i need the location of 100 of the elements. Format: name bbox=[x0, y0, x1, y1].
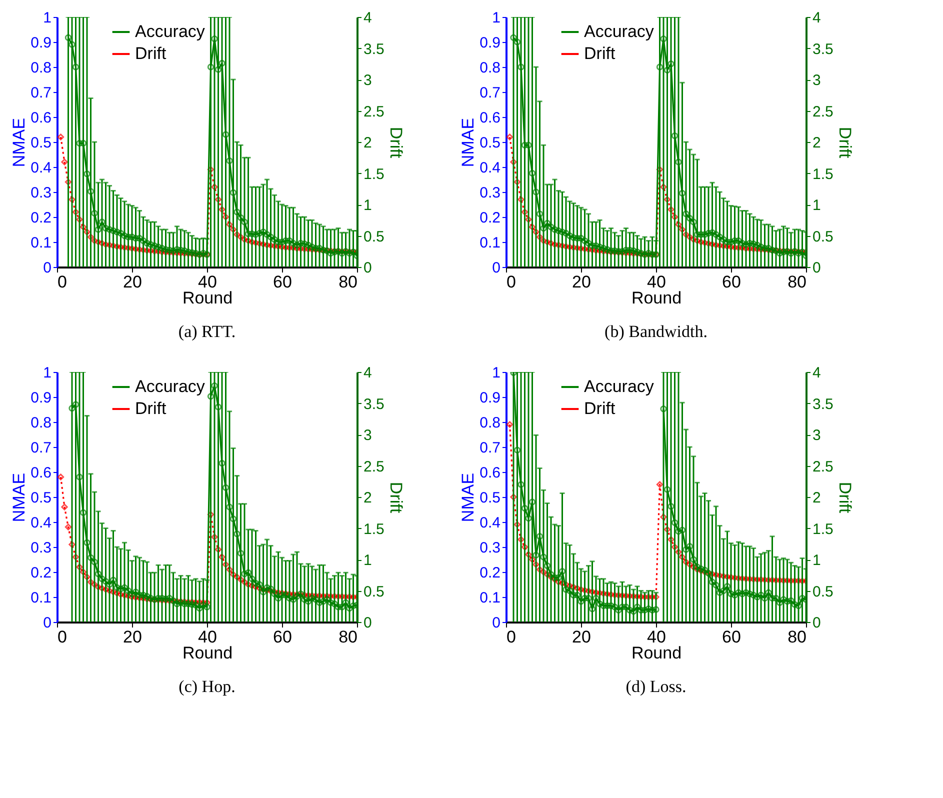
y2-tick-label: 1 bbox=[812, 552, 821, 569]
text: (a) RTT. bbox=[178, 322, 236, 341]
y-tick-label: 0.1 bbox=[480, 590, 500, 606]
y2-tick-label: 0.5 bbox=[812, 583, 834, 600]
y-tick-label: 0.9 bbox=[30, 390, 52, 406]
y-tick-label: 0.7 bbox=[30, 440, 52, 456]
y-tick-label: 1 bbox=[43, 10, 52, 26]
y-tick-label: 0.7 bbox=[480, 440, 500, 456]
y-tick-label: 0.8 bbox=[480, 414, 500, 432]
x-axis-title: Round bbox=[631, 644, 682, 662]
text: (b) Bandwidth. bbox=[604, 322, 708, 341]
y-tick-label: 0.4 bbox=[30, 514, 52, 532]
y2-axis-title: Drift bbox=[386, 126, 406, 158]
legend-label: Drift bbox=[584, 399, 616, 418]
y-axis-title: NMAE bbox=[10, 118, 29, 168]
y2-tick-label: 1.5 bbox=[364, 520, 384, 538]
y2-tick-label: 0 bbox=[364, 614, 372, 632]
y2-tick-label: 0.5 bbox=[364, 583, 384, 600]
y2-tick-label: 3.5 bbox=[364, 396, 384, 413]
y-tick-label: 0.6 bbox=[30, 464, 52, 482]
legend-label: Accuracy bbox=[135, 22, 206, 41]
y2-tick-label: 3.5 bbox=[812, 40, 834, 58]
y-tick-label: 0 bbox=[492, 260, 500, 276]
y-tick-label: 0.5 bbox=[480, 134, 500, 152]
x-tick-label: 0 bbox=[58, 628, 67, 646]
y2-tick-label: 0 bbox=[812, 260, 821, 276]
y2-tick-label: 3 bbox=[364, 427, 372, 444]
y-tick-label: 0 bbox=[492, 614, 500, 632]
y-tick-label: 0.3 bbox=[30, 184, 52, 202]
y-tick-label: 0 bbox=[43, 260, 52, 276]
y-tick-label: 0 bbox=[43, 614, 52, 632]
y2-tick-label: 2 bbox=[812, 134, 821, 152]
y2-tick-label: 0 bbox=[364, 260, 372, 276]
y-tick-label: 1 bbox=[43, 364, 52, 382]
y2-tick-label: 3 bbox=[812, 72, 821, 89]
x-tick-label: 60 bbox=[273, 628, 292, 646]
y-tick-label: 0.1 bbox=[480, 234, 500, 252]
x-tick-label: 40 bbox=[647, 272, 666, 292]
y-tick-label: 0.6 bbox=[30, 110, 52, 126]
y-tick-label: 0.1 bbox=[30, 590, 52, 606]
y2-axis-title: Drift bbox=[386, 482, 406, 514]
x-axis-title: Round bbox=[631, 288, 682, 308]
x-tick-label: 20 bbox=[572, 272, 591, 292]
y-tick-label: 0.4 bbox=[480, 160, 500, 176]
y2-tick-label: 3 bbox=[812, 427, 821, 444]
x-tick-label: 0 bbox=[506, 628, 516, 646]
legend-label: Drift bbox=[135, 44, 166, 63]
y2-tick-label: 1 bbox=[364, 197, 372, 214]
x-tick-label: 80 bbox=[788, 628, 806, 646]
x-tick-label: 40 bbox=[647, 628, 666, 646]
y2-axis-title: Drift bbox=[835, 482, 854, 514]
legend-label: Accuracy bbox=[584, 377, 654, 396]
x-tick-label: 80 bbox=[338, 272, 358, 292]
y-tick-label: 0.2 bbox=[30, 564, 52, 582]
y2-tick-label: 0 bbox=[812, 614, 821, 632]
legend-label: Drift bbox=[135, 399, 166, 418]
y-tick-label: 0.8 bbox=[30, 60, 52, 76]
x-tick-label: 0 bbox=[506, 272, 516, 292]
y2-tick-label: 3 bbox=[364, 72, 372, 89]
x-tick-label: 60 bbox=[722, 272, 741, 292]
y-tick-label: 0.4 bbox=[30, 160, 52, 176]
y-tick-label: 1 bbox=[492, 10, 500, 26]
y-tick-label: 0.6 bbox=[480, 110, 500, 126]
y-tick-label: 0.2 bbox=[480, 564, 500, 582]
y2-tick-label: 1 bbox=[364, 552, 372, 569]
y2-tick-label: 4 bbox=[364, 364, 372, 382]
x-tick-label: 60 bbox=[722, 628, 741, 646]
y2-tick-label: 2 bbox=[364, 490, 372, 506]
legend-label: Drift bbox=[584, 44, 616, 63]
y-tick-label: 0.3 bbox=[30, 540, 52, 556]
legend-label: Accuracy bbox=[584, 22, 654, 41]
y2-tick-label: 1.5 bbox=[364, 166, 384, 183]
y2-tick-label: 2.5 bbox=[364, 103, 384, 120]
text: (c) Hop. bbox=[178, 677, 236, 696]
legend-label: Accuracy bbox=[135, 377, 206, 396]
y-tick-label: 0.5 bbox=[30, 134, 52, 152]
x-axis-title: Round bbox=[182, 288, 233, 308]
y-tick-label: 0.1 bbox=[30, 234, 52, 252]
y-axis-title: NMAE bbox=[458, 118, 478, 168]
y2-tick-label: 1 bbox=[812, 197, 821, 214]
x-tick-label: 80 bbox=[788, 272, 806, 292]
y2-tick-label: 2 bbox=[364, 134, 372, 152]
y-axis-title: NMAE bbox=[458, 472, 478, 522]
y2-tick-label: 2.5 bbox=[812, 103, 834, 120]
x-tick-label: 40 bbox=[198, 628, 217, 646]
y2-tick-label: 4 bbox=[812, 364, 821, 382]
y-tick-label: 1 bbox=[492, 364, 500, 382]
y-tick-label: 0.2 bbox=[480, 210, 500, 226]
x-tick-label: 20 bbox=[123, 628, 142, 646]
y2-tick-label: 2.5 bbox=[364, 458, 384, 476]
y-axis-title: NMAE bbox=[10, 472, 29, 522]
y-tick-label: 0.3 bbox=[480, 540, 500, 556]
y-tick-label: 0.6 bbox=[480, 464, 500, 482]
y-tick-label: 0.5 bbox=[480, 490, 500, 506]
y2-tick-label: 4 bbox=[364, 10, 372, 26]
y-tick-label: 0.3 bbox=[480, 184, 500, 202]
x-tick-label: 20 bbox=[572, 628, 591, 646]
y2-tick-label: 0.5 bbox=[364, 228, 384, 246]
y2-tick-label: 2 bbox=[812, 490, 821, 506]
y2-tick-label: 3.5 bbox=[364, 40, 384, 58]
